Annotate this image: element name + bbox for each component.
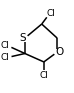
- Text: Cl: Cl: [39, 71, 48, 80]
- Text: Cl: Cl: [0, 53, 9, 62]
- Text: O: O: [55, 47, 63, 57]
- Text: Cl: Cl: [0, 41, 9, 50]
- Text: S: S: [19, 33, 26, 43]
- Text: Cl: Cl: [46, 9, 55, 18]
